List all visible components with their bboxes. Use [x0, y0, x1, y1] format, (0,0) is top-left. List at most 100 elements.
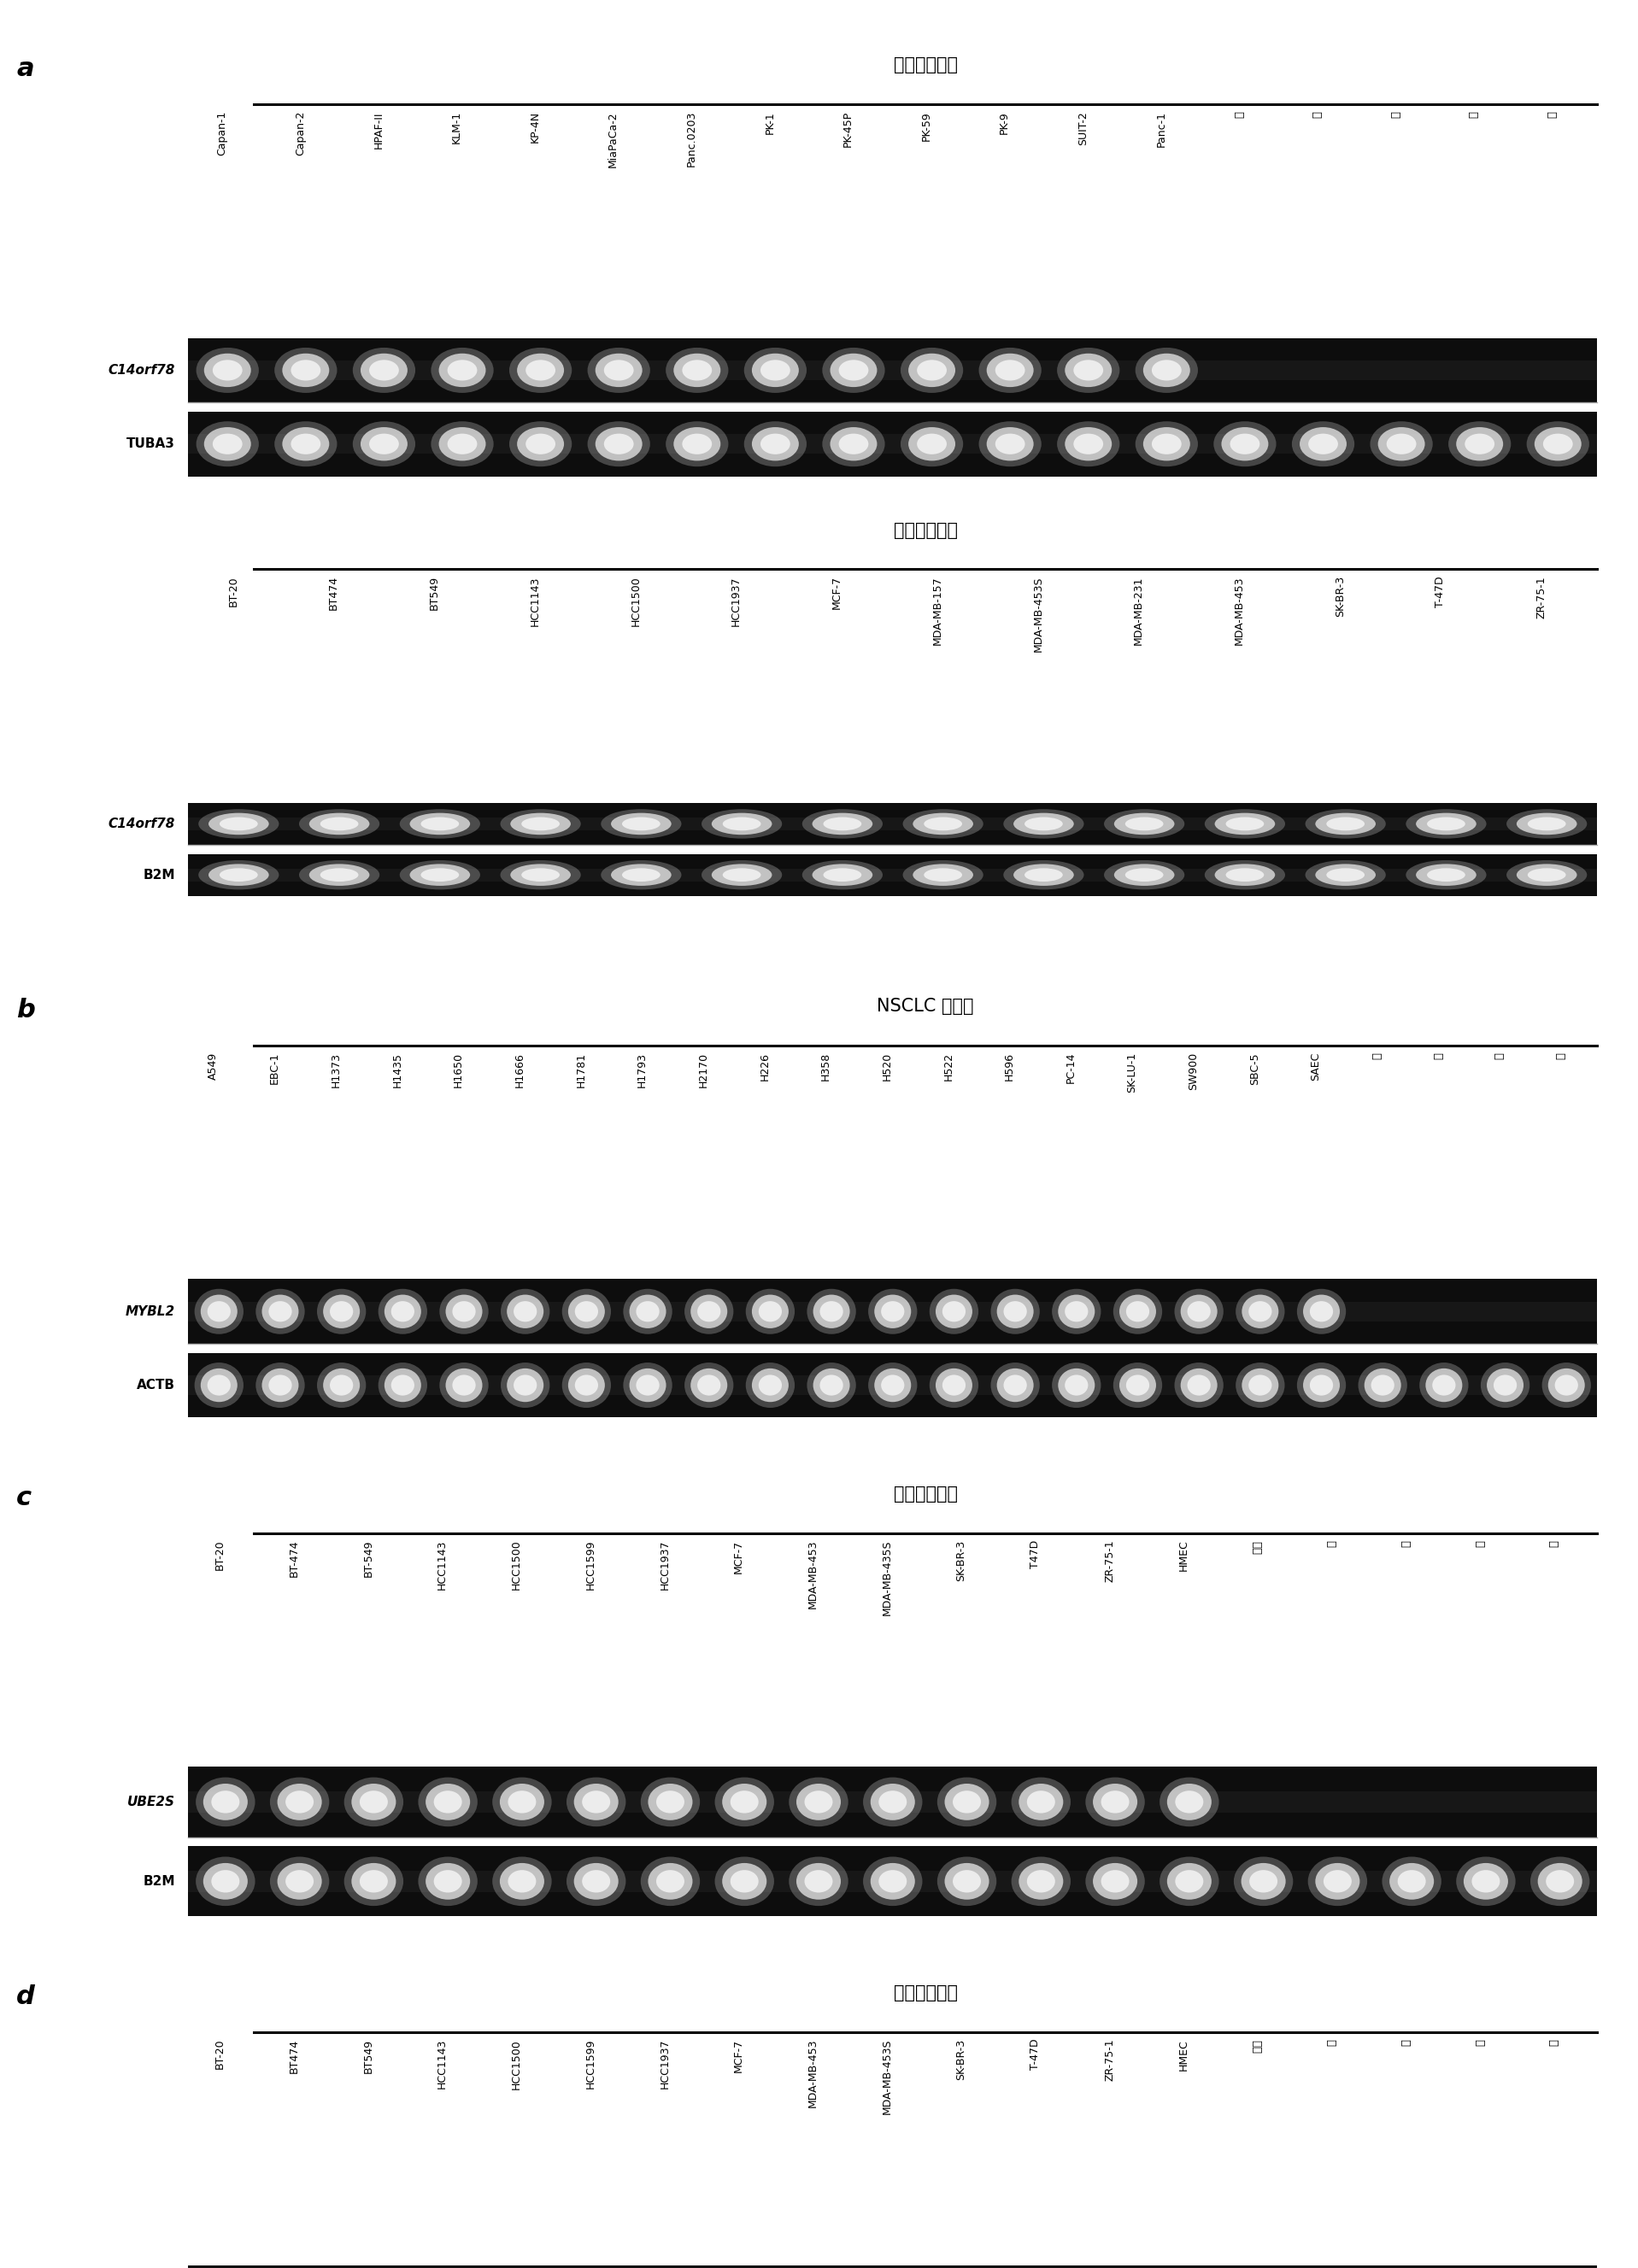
Text: 乳腺癌细胞系: 乳腺癌细胞系: [893, 1984, 958, 2003]
Ellipse shape: [1364, 1368, 1400, 1402]
Ellipse shape: [1292, 422, 1355, 467]
Text: 肺: 肺: [1327, 1540, 1338, 1547]
Ellipse shape: [917, 433, 947, 454]
Text: B2M: B2M: [143, 1876, 175, 1887]
Ellipse shape: [868, 1363, 917, 1408]
Ellipse shape: [1174, 1792, 1204, 1812]
Text: T-47D: T-47D: [1435, 576, 1446, 608]
Text: 肝: 肝: [1494, 1052, 1505, 1059]
Ellipse shape: [821, 1302, 844, 1322]
Ellipse shape: [996, 361, 1025, 381]
Ellipse shape: [1230, 433, 1260, 454]
Ellipse shape: [203, 1783, 247, 1821]
Text: 肺: 肺: [1327, 2039, 1338, 2046]
Ellipse shape: [1152, 361, 1181, 381]
Ellipse shape: [909, 354, 955, 388]
Text: 皮: 皮: [1233, 111, 1245, 118]
Ellipse shape: [1448, 422, 1510, 467]
Ellipse shape: [1024, 816, 1063, 830]
Ellipse shape: [903, 810, 983, 839]
Ellipse shape: [323, 1295, 360, 1329]
Ellipse shape: [360, 426, 408, 460]
Text: BT-474: BT-474: [288, 1540, 300, 1576]
Text: 脑: 脑: [1550, 1540, 1559, 1547]
Text: 脑: 脑: [1546, 111, 1558, 118]
Ellipse shape: [1101, 1792, 1129, 1812]
Ellipse shape: [352, 347, 416, 392]
Ellipse shape: [595, 426, 642, 460]
Ellipse shape: [277, 1862, 321, 1901]
Text: SK-BR-3: SK-BR-3: [1335, 576, 1345, 617]
Text: HMEC: HMEC: [1178, 1540, 1189, 1572]
Ellipse shape: [878, 1792, 907, 1812]
Ellipse shape: [344, 1857, 403, 1905]
Ellipse shape: [1093, 1862, 1137, 1901]
Ellipse shape: [434, 1871, 462, 1892]
Ellipse shape: [1119, 1295, 1156, 1329]
Ellipse shape: [1315, 1862, 1360, 1901]
Ellipse shape: [514, 1374, 537, 1395]
Ellipse shape: [986, 354, 1034, 388]
Ellipse shape: [830, 426, 876, 460]
Ellipse shape: [1052, 1363, 1101, 1408]
Ellipse shape: [447, 433, 477, 454]
Ellipse shape: [935, 1368, 973, 1402]
Ellipse shape: [804, 1871, 832, 1892]
Ellipse shape: [310, 812, 370, 835]
Ellipse shape: [1166, 1783, 1212, 1821]
Text: BT549: BT549: [429, 576, 441, 610]
Ellipse shape: [500, 860, 581, 889]
Ellipse shape: [745, 1288, 794, 1334]
Ellipse shape: [285, 1871, 313, 1892]
Bar: [188, 1792, 1597, 1812]
Ellipse shape: [1487, 1368, 1523, 1402]
Ellipse shape: [439, 1363, 488, 1408]
Text: H1666: H1666: [514, 1052, 526, 1086]
Text: 肝: 肝: [1474, 1540, 1486, 1547]
Ellipse shape: [1215, 812, 1274, 835]
Ellipse shape: [758, 1374, 781, 1395]
Bar: [188, 816, 1597, 830]
Ellipse shape: [1535, 426, 1581, 460]
Ellipse shape: [878, 1871, 907, 1892]
Text: B2M: B2M: [143, 869, 175, 882]
Ellipse shape: [937, 1857, 996, 1905]
Ellipse shape: [1204, 860, 1286, 889]
Ellipse shape: [446, 1295, 482, 1329]
Ellipse shape: [352, 1783, 396, 1821]
Ellipse shape: [812, 864, 873, 887]
Ellipse shape: [722, 1862, 767, 1901]
Text: 分: 分: [1400, 2039, 1412, 2046]
Ellipse shape: [1405, 860, 1486, 889]
Text: PK-9: PK-9: [999, 111, 1011, 134]
Ellipse shape: [917, 361, 947, 381]
Text: 乳腺: 乳腺: [1253, 1540, 1263, 1554]
Ellipse shape: [945, 1783, 989, 1821]
Ellipse shape: [318, 1288, 365, 1334]
Ellipse shape: [1304, 1295, 1340, 1329]
Text: HMEC: HMEC: [1178, 2039, 1189, 2071]
Ellipse shape: [208, 1302, 231, 1322]
Ellipse shape: [352, 422, 416, 467]
Ellipse shape: [211, 1871, 239, 1892]
Text: HPAF-II: HPAF-II: [373, 111, 383, 147]
Ellipse shape: [439, 1288, 488, 1334]
Text: T47D: T47D: [1030, 1540, 1042, 1569]
Ellipse shape: [1135, 347, 1197, 392]
Ellipse shape: [421, 869, 459, 882]
Ellipse shape: [200, 1368, 238, 1402]
Text: 乳腺癌细胞系: 乳腺癌细胞系: [893, 1486, 958, 1504]
Ellipse shape: [262, 1368, 298, 1402]
Ellipse shape: [980, 347, 1042, 392]
Text: PC-14: PC-14: [1065, 1052, 1076, 1084]
Ellipse shape: [1160, 1778, 1219, 1826]
Text: HCC1143: HCC1143: [529, 576, 541, 626]
Text: H522: H522: [943, 1052, 953, 1080]
Ellipse shape: [205, 354, 251, 388]
Ellipse shape: [903, 860, 983, 889]
Ellipse shape: [935, 1295, 973, 1329]
Text: MCF-7: MCF-7: [734, 1540, 744, 1574]
Ellipse shape: [575, 1374, 598, 1395]
Text: BT-20: BT-20: [215, 1540, 226, 1569]
Text: PK-59: PK-59: [921, 111, 932, 141]
